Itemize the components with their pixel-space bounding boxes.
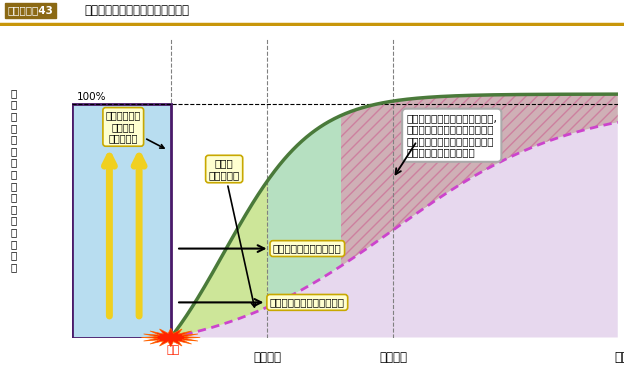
Text: 100%: 100% — [77, 92, 107, 102]
Text: 従前の
業務レベル: 従前の 業務レベル — [208, 158, 256, 307]
Text: 発災直後の業務レベル向上: 発災直後の業務レベル向上 — [179, 297, 345, 307]
Text: 約２週間: 約２週間 — [253, 351, 281, 364]
Text: 図２－３－43: 図２－３－43 — [7, 6, 54, 15]
Text: 時間軸: 時間軸 — [615, 351, 624, 364]
Text: 発災後の業務レベル推移イメージ: 発災後の業務レベル推移イメージ — [84, 4, 189, 17]
Text: 業務立ち上げ時間の短縮: 業務立ち上げ時間の短縮 — [179, 244, 342, 254]
Text: 約１ヶ月: 約１ヶ月 — [379, 351, 407, 364]
Polygon shape — [142, 328, 200, 347]
Text: 発災: 発災 — [167, 345, 180, 355]
Text: 業
務
レ
ベ
ル
（
質
・
量
合
わ
せ
た
水
準
）: 業 務 レ ベ ル （ 質 ・ 量 合 わ せ た 水 準 ） — [11, 88, 17, 272]
Text: 業務継続計画
実行後の
業務レベル: 業務継続計画 実行後の 業務レベル — [105, 110, 164, 148]
Text: 業務の立ち上げが遅れたことが,
その事に起因した外部対応業務
の大量発生を招き，本来業務の
実施を妨げる場合もある: 業務の立ち上げが遅れたことが, その事に起因した外部対応業務 の大量発生を招き，… — [406, 113, 497, 158]
Bar — [72, 104, 171, 338]
